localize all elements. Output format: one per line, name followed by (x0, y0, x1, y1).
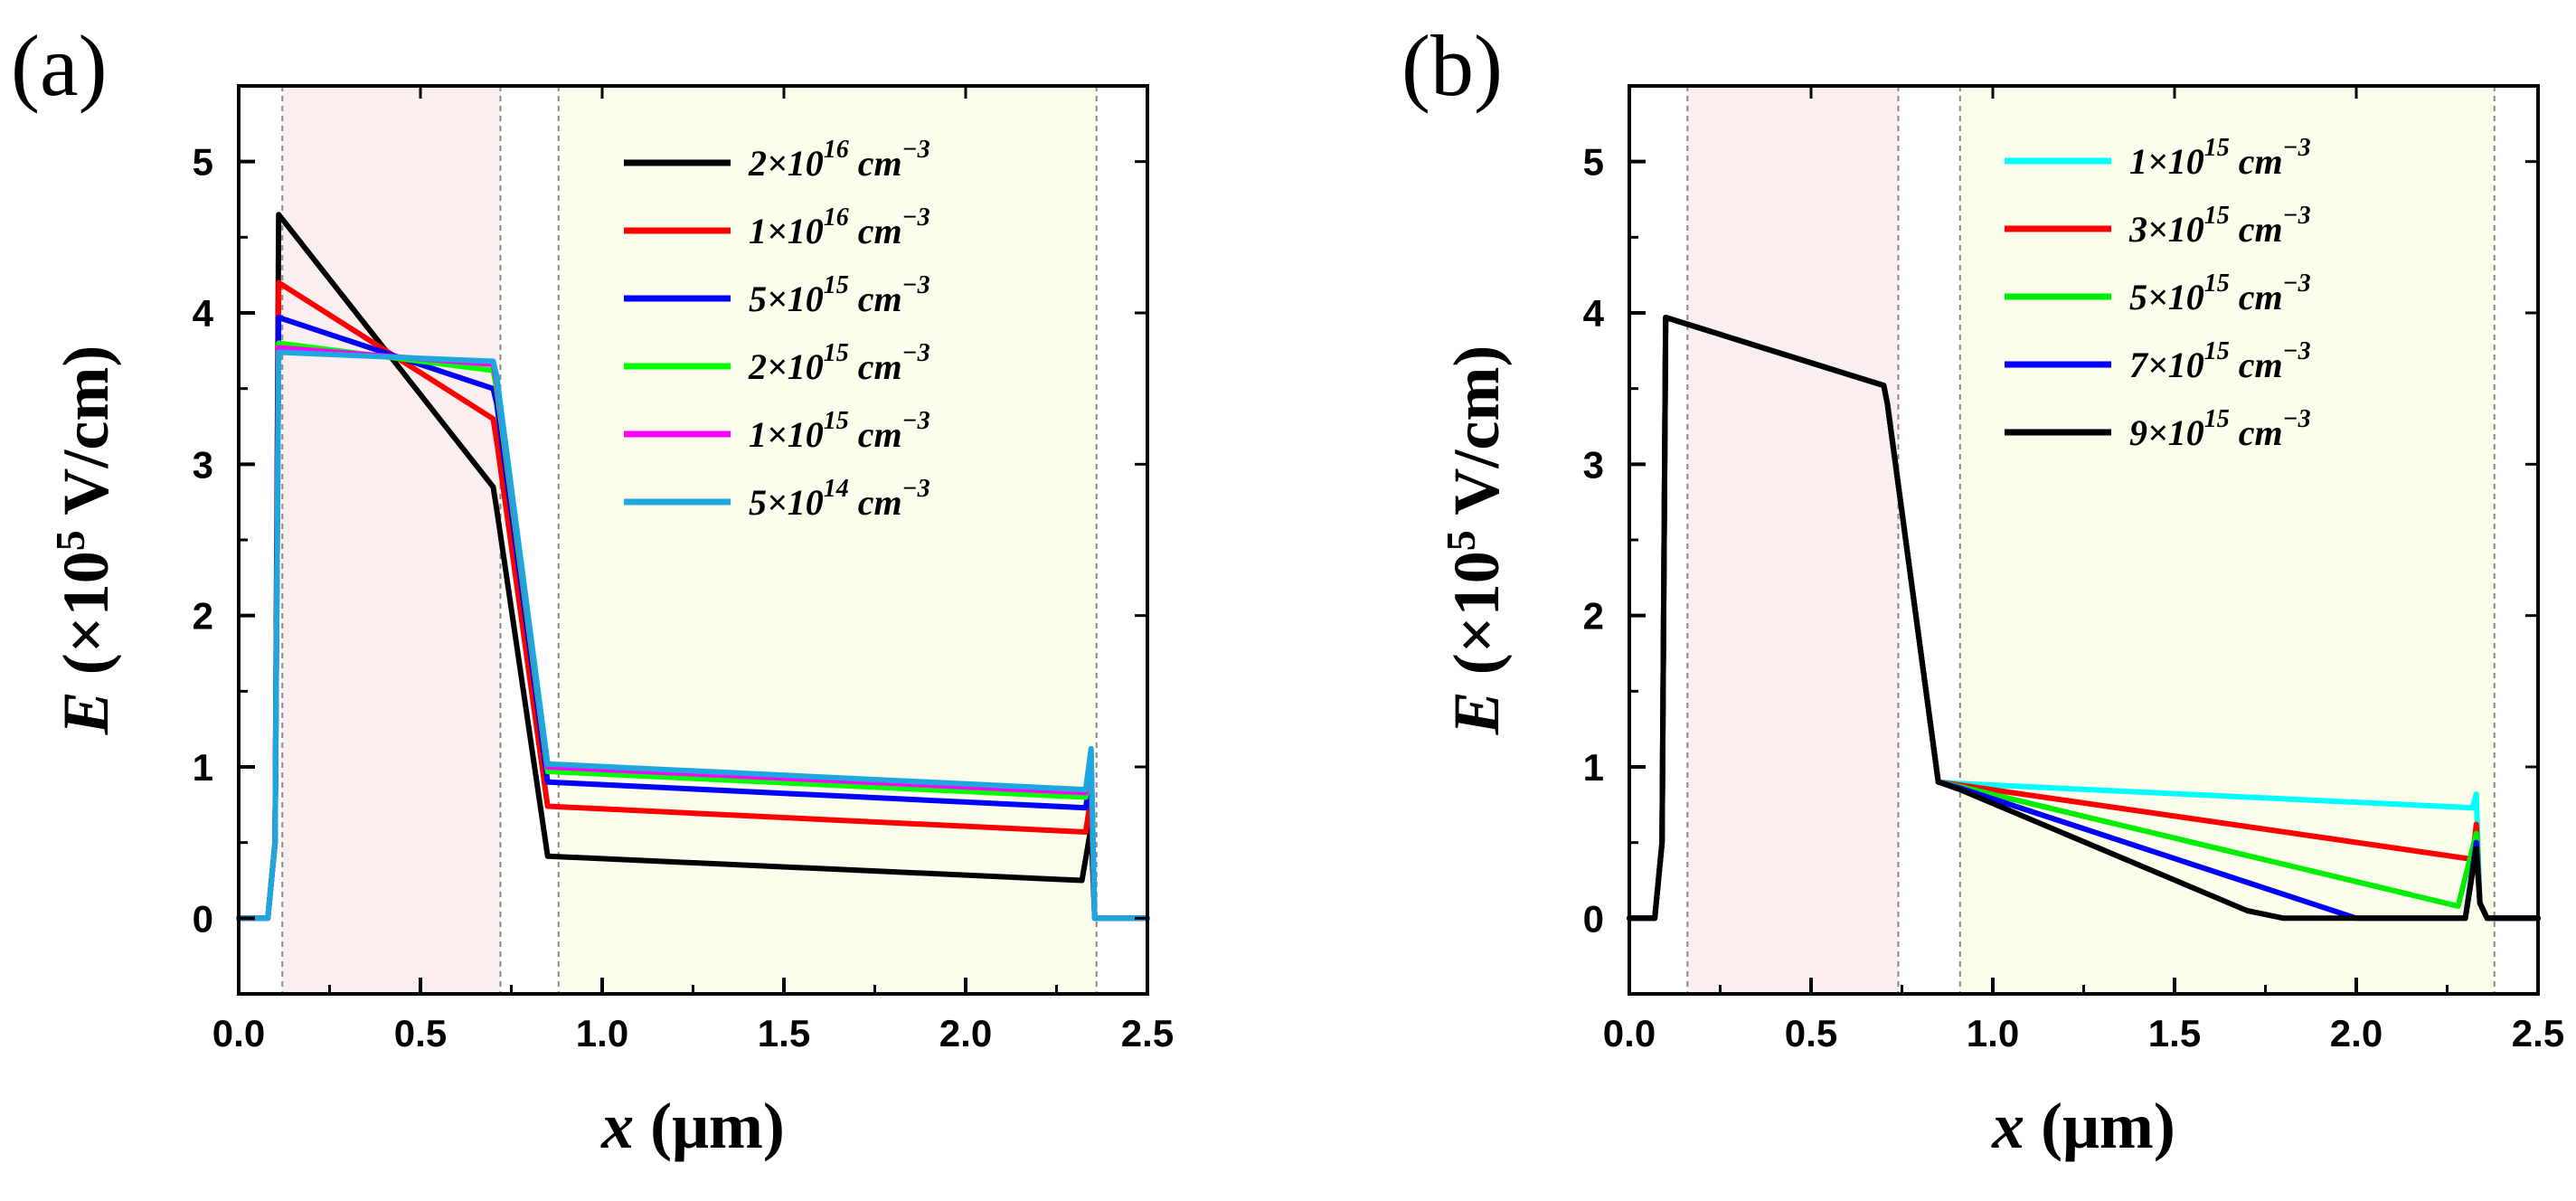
x-tick-label: 0.5 (394, 1012, 447, 1054)
x-axis-title: x (μm) (1991, 1090, 2175, 1162)
legend-label: 9×1015 cm−3 (2129, 405, 2311, 453)
panel-b: 0.0 0.5 1.0 1.5 2.0 2.5 0 1 2 3 4 5 1×1015 cm−3 3×10… (1288, 0, 2576, 1201)
y-axis-unit-exp: 5 (47, 530, 93, 551)
x-tick-label: 1.0 (1967, 1012, 2019, 1054)
chart-a-svg: 0.0 0.5 1.0 1.5 2.0 2.5 0 1 2 3 4 5 2×1016 cm−3 1×10… (11, 17, 1174, 1162)
legend-label: 2×1015 cm−3 (748, 339, 930, 387)
y-tick-label: 5 (193, 141, 213, 184)
x-axis-unit: (μm) (634, 1090, 785, 1162)
x-tick-label: 1.5 (2148, 1012, 2201, 1054)
legend-label: 5×1014 cm−3 (749, 475, 930, 523)
y-tick-label: 3 (1583, 443, 1604, 486)
x-tick-label: 1.5 (758, 1012, 810, 1054)
legend-label: 5×1015 cm−3 (749, 271, 930, 319)
x-tick-label: 0.0 (1603, 1012, 1656, 1054)
region-yellow (1959, 86, 2495, 994)
y-tick-label: 4 (1583, 292, 1605, 335)
x-axis-var: x (600, 1090, 634, 1162)
y-axis-title: E (×105 V/cm) (47, 345, 122, 736)
panel-label: (a) (11, 17, 108, 114)
x-tick-label: 2.0 (2330, 1012, 2383, 1054)
series-line (1627, 315, 2541, 922)
x-tick-label: 1.0 (576, 1012, 628, 1054)
y-tick-label: 1 (193, 746, 213, 789)
y-axis-unit-exp: 5 (1438, 530, 1484, 551)
x-tick-label: 0.5 (1785, 1012, 1837, 1054)
y-axis-var: E (50, 691, 122, 735)
legend-label: 5×1015 cm−3 (2129, 270, 2311, 317)
x-tick-label: 2.5 (1121, 1012, 1174, 1054)
region-pink (282, 86, 501, 994)
region-pink (1687, 86, 1899, 994)
y-tick-label: 5 (1583, 141, 1604, 184)
y-axis-unit-post: V/cm) (50, 345, 122, 531)
y-tick-label: 1 (1583, 746, 1604, 789)
x-axis-var: x (1991, 1090, 2024, 1162)
panel-a: 0.0 0.5 1.0 1.5 2.0 2.5 0 1 2 3 4 5 2×1016 cm−3 1×10… (11, 17, 1174, 1162)
legend-label: 3×1015 cm−3 (2128, 202, 2311, 250)
legend-label: 1×1015 cm−3 (749, 407, 930, 455)
region-yellow (558, 86, 1097, 994)
x-tick-label: 2.0 (939, 1012, 992, 1054)
y-axis-unit-post: V/cm) (1440, 345, 1513, 531)
y-axis-unit-pre: (×10 (1440, 551, 1513, 691)
y-tick-label: 4 (193, 292, 214, 335)
legend-label: 1×1015 cm−3 (2129, 134, 2311, 182)
legend-label: 1×1016 cm−3 (749, 203, 930, 251)
chart-b-svg: 0.0 0.5 1.0 1.5 2.0 2.5 0 1 2 3 4 5 1×1015 cm−3 3×10… (1401, 17, 2564, 1162)
y-tick-label: 2 (1583, 595, 1604, 638)
legend-label: 7×1015 cm−3 (2129, 337, 2311, 385)
x-axis-title: x (μm) (600, 1090, 785, 1162)
series-line (236, 349, 1150, 922)
y-tick-label: 3 (193, 443, 213, 486)
x-tick-label: 0.0 (212, 1012, 265, 1054)
legend-label: 2×1016 cm−3 (748, 136, 930, 184)
y-tick-label: 2 (193, 595, 213, 638)
x-axis-unit: (μm) (2024, 1090, 2175, 1162)
y-tick-label: 0 (193, 897, 213, 940)
y-axis-title: E (×105 V/cm) (1438, 345, 1513, 736)
panel-label: (b) (1401, 17, 1503, 114)
y-axis-unit-pre: (×10 (50, 551, 122, 691)
y-tick-label: 0 (1583, 897, 1604, 940)
x-tick-label: 2.5 (2512, 1012, 2564, 1054)
y-axis-var: E (1440, 691, 1513, 735)
